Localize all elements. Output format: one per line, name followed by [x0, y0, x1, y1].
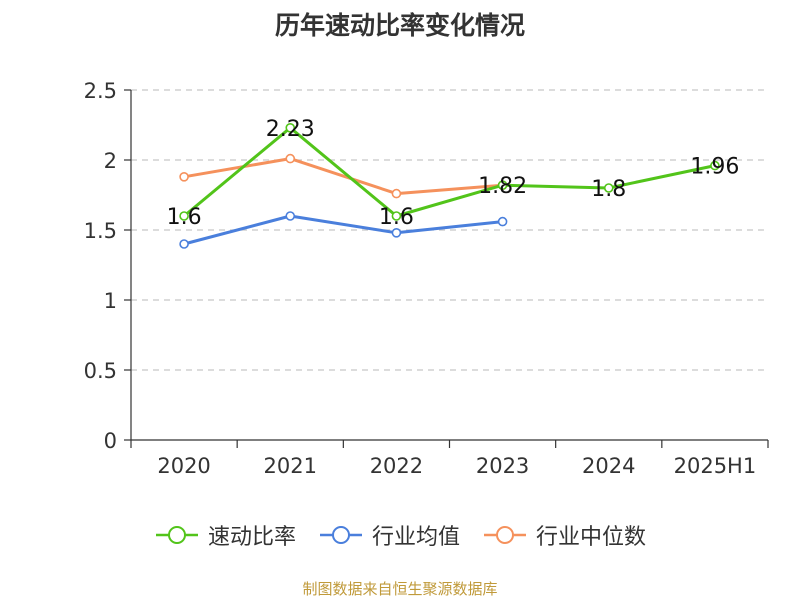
y-tick-label: 1 [104, 289, 117, 313]
data-label: 1.6 [167, 205, 202, 230]
data-label: 1.6 [379, 205, 414, 230]
data-label: 2.23 [266, 117, 315, 142]
axes: 0 0.5 1 1.5 2 2.5 2020 2021 2022 2023 2024 2025H1 [84, 79, 769, 478]
series-line [183, 157, 503, 196]
legend-label: 行业中位数 [536, 525, 647, 550]
data-point [179, 239, 189, 249]
y-tick-label: 0.5 [84, 359, 117, 383]
data-point [179, 172, 189, 182]
data-label: 1.8 [591, 177, 626, 202]
data-point [391, 211, 402, 221]
legend-label: 速动比率 [207, 525, 296, 550]
data-point [391, 228, 402, 238]
legend-marker-icon [319, 526, 362, 544]
data-point [285, 123, 296, 133]
y-tick-label: 1.5 [84, 219, 117, 243]
legend-item-series-1[interactable]: 速动比率 [154, 519, 296, 551]
data-point [285, 153, 296, 164]
data-label: 1.96 [690, 155, 739, 180]
data-point [710, 160, 720, 171]
legend-item-series-2[interactable]: 行业均值 [318, 519, 460, 551]
data-point [603, 183, 614, 193]
legend-marker-icon [155, 526, 198, 544]
data-point [391, 188, 402, 199]
x-tick-label: 2020 [157, 454, 210, 478]
series-lines [179, 123, 720, 249]
data-labels: 1.6 2.23 1.6 1.82 1.8 1.96 [167, 117, 740, 230]
data-point [497, 180, 508, 190]
legend-label: 行业均值 [371, 525, 460, 550]
y-tick-label: 2 [104, 149, 117, 173]
legend: 速动比率 行业均值 行业中位数 [0, 519, 800, 551]
y-tick-label: 0 [104, 429, 117, 453]
data-point [285, 211, 296, 221]
chart-title: 历年速动比率变化情况 [274, 11, 525, 40]
x-tick-label: 2025H1 [674, 454, 757, 478]
data-label: 1.82 [478, 174, 527, 199]
legend-item-series-3[interactable]: 行业中位数 [482, 519, 646, 551]
data-point [179, 211, 189, 221]
data-point [497, 216, 508, 227]
grid-lines [131, 89, 768, 371]
x-tick-label: 2022 [370, 454, 423, 478]
x-tick-label: 2024 [582, 454, 635, 478]
source-note: 制图数据来自恒生聚源数据库 [302, 580, 498, 598]
y-tick-label: 2.5 [84, 79, 117, 103]
x-tick-label: 2021 [264, 454, 317, 478]
x-tick-label: 2023 [476, 454, 529, 478]
legend-marker-icon [484, 526, 526, 544]
series-line [183, 214, 503, 246]
series-line [183, 126, 716, 218]
